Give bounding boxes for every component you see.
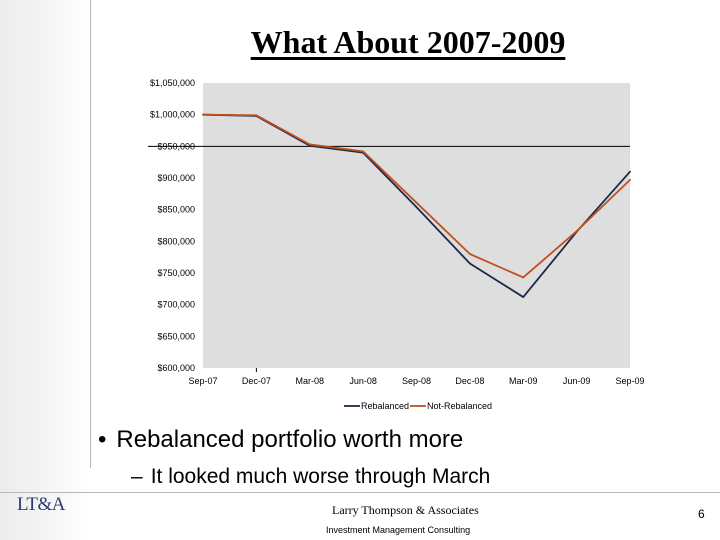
page-number: 6 (698, 507, 705, 521)
bullet-text: Rebalanced portfolio worth more (116, 426, 464, 453)
bullet-marker: • (98, 426, 107, 453)
x-tick-label: Mar-08 (295, 376, 324, 386)
x-tick-label: Jun-09 (563, 376, 591, 386)
sub-bullet-marker: – (131, 465, 143, 488)
data-point (415, 201, 418, 204)
x-tick-label: Mar-09 (509, 376, 538, 386)
plot-area (203, 83, 630, 368)
data-point (468, 262, 471, 265)
data-point (415, 206, 418, 209)
data-point (522, 276, 525, 279)
data-point (629, 179, 631, 181)
data-point (575, 230, 578, 233)
y-tick-label: $700,000 (157, 300, 195, 310)
x-tick-label: Sep-07 (188, 376, 217, 386)
footer-company-name: Larry Thompson & Associates (332, 503, 479, 517)
bullet-item: • Rebalanced portfolio worth more (98, 426, 463, 454)
x-tick-label: Dec-08 (455, 376, 484, 386)
y-tick-label: $750,000 (157, 268, 195, 278)
footer-tagline: Investment Management Consulting (326, 525, 471, 535)
sub-bullet-text: It looked much worse through March (150, 465, 491, 488)
x-tick-label: Jun-08 (349, 376, 377, 386)
x-tick-label: Sep-08 (402, 376, 431, 386)
data-point (362, 150, 365, 153)
data-point (629, 170, 631, 173)
y-tick-label: $1,000,000 (150, 110, 195, 120)
sidebar-gradient (0, 0, 90, 540)
data-point (468, 253, 471, 255)
data-point (202, 113, 204, 116)
data-point (522, 296, 525, 298)
y-tick-label: $600,000 (157, 363, 195, 373)
data-point (255, 114, 258, 117)
y-tick-label: $650,000 (157, 331, 195, 341)
sub-bullet-item: – It looked much worse through March (131, 465, 490, 489)
y-tick-label: $900,000 (157, 173, 195, 183)
x-tick-label: Dec-07 (242, 376, 271, 386)
footer-divider (0, 492, 720, 493)
slide-title: What About 2007-2009 (250, 24, 566, 60)
legend-label: Rebalanced (361, 401, 409, 411)
x-tick-label: Sep-09 (615, 376, 644, 386)
y-tick-label: $850,000 (157, 205, 195, 215)
legend-label: Not-Rebalanced (427, 401, 492, 411)
y-tick-label: $1,050,000 (150, 78, 195, 88)
sidebar-divider (90, 0, 91, 468)
y-tick-label: $800,000 (157, 236, 195, 246)
data-point (308, 143, 311, 146)
company-logo: LT&A (17, 494, 65, 515)
